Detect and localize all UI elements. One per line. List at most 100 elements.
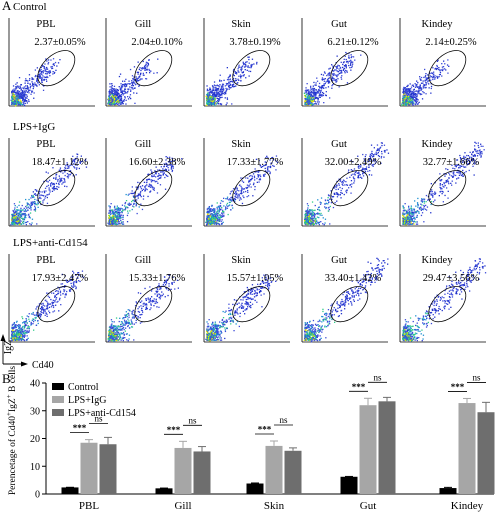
event-dot: [22, 90, 24, 92]
event-dot: [22, 219, 24, 221]
event-dot: [23, 101, 25, 104]
event-dot: [124, 208, 127, 210]
event-dot: [18, 201, 21, 203]
event-dot: [463, 155, 465, 157]
event-dot: [115, 216, 117, 218]
event-dot: [336, 75, 338, 77]
event-dot: [25, 221, 28, 223]
event-dot: [206, 102, 209, 104]
event-dot: [112, 99, 114, 102]
event-dot: [217, 223, 220, 225]
tissue-label: Kindey: [422, 19, 454, 30]
event-dot: [11, 102, 13, 104]
event-dot: [34, 75, 36, 78]
event-dot: [218, 220, 220, 222]
event-dot: [338, 68, 340, 70]
event-dot: [304, 221, 306, 223]
event-dot: [406, 101, 408, 104]
event-dot: [381, 144, 383, 147]
event-dot: [145, 78, 147, 80]
event-dot: [46, 68, 49, 70]
event-dot: [236, 187, 238, 189]
event-dot: [227, 205, 229, 207]
event-dot: [148, 183, 151, 185]
event-dot: [309, 95, 311, 97]
event-dot: [458, 167, 460, 169]
event-dot: [423, 202, 426, 204]
event-dot: [329, 67, 331, 69]
gate-percent: 3.78±0.19%: [229, 37, 281, 48]
event-dot: [358, 172, 360, 174]
event-dot: [312, 218, 315, 220]
event-dot: [206, 219, 208, 221]
event-dot: [413, 92, 415, 94]
event-dot: [441, 63, 443, 65]
event-dot: [20, 88, 22, 91]
event-dot: [18, 220, 20, 222]
event-dot: [216, 97, 218, 99]
event-dot: [25, 78, 27, 80]
event-dot: [310, 100, 312, 102]
event-dot: [50, 184, 52, 186]
event-dot: [348, 187, 350, 189]
event-dot: [253, 63, 255, 65]
event-dot: [22, 221, 24, 223]
event-dot: [31, 222, 33, 224]
event-dot: [113, 206, 116, 209]
event-dot: [310, 99, 312, 101]
event-dot: [28, 215, 31, 217]
event-dot: [371, 164, 373, 166]
event-dot: [263, 165, 265, 167]
event-dot: [237, 82, 239, 84]
event-dot: [163, 172, 165, 174]
event-dot: [221, 96, 223, 98]
event-dot: [358, 165, 360, 167]
event-dot: [216, 213, 218, 216]
event-dot: [258, 181, 260, 183]
event-dot: [133, 79, 135, 81]
event-dot: [109, 93, 111, 95]
event-dot: [457, 164, 459, 166]
event-dot: [152, 175, 154, 178]
event-dot: [255, 158, 258, 160]
event-dot: [355, 171, 357, 173]
event-dot: [50, 59, 52, 61]
event-dot: [315, 103, 318, 105]
event-dot: [133, 203, 135, 205]
event-dot: [352, 161, 354, 163]
event-dot: [320, 73, 323, 76]
event-dot: [240, 191, 243, 193]
event-dot: [171, 160, 173, 163]
event-dot: [327, 199, 329, 202]
event-dot: [114, 89, 116, 91]
event-dot: [215, 102, 217, 104]
event-dot: [40, 203, 42, 206]
event-dot: [218, 217, 221, 219]
event-dot: [211, 221, 214, 223]
event-dot: [351, 61, 353, 63]
event-dot: [213, 221, 215, 224]
event-dot: [323, 224, 325, 226]
event-dot: [206, 89, 208, 92]
event-dot: [311, 223, 313, 225]
event-dot: [432, 201, 435, 203]
event-dot: [312, 222, 314, 224]
event-dot: [15, 103, 17, 105]
event-dot: [151, 175, 153, 177]
event-dot: [213, 211, 215, 213]
event-dot: [120, 211, 123, 213]
event-dot: [459, 154, 461, 157]
event-dot: [311, 90, 313, 92]
event-dot: [124, 97, 126, 99]
event-dot: [381, 150, 383, 153]
event-dot: [480, 145, 482, 147]
event-dot: [378, 149, 380, 151]
event-dot: [24, 95, 26, 97]
event-dot: [351, 66, 353, 69]
event-dot: [113, 98, 116, 100]
event-dot: [346, 184, 349, 186]
event-dot: [266, 167, 269, 169]
event-dot: [234, 195, 236, 198]
event-dot: [113, 222, 116, 224]
event-dot: [353, 178, 356, 180]
